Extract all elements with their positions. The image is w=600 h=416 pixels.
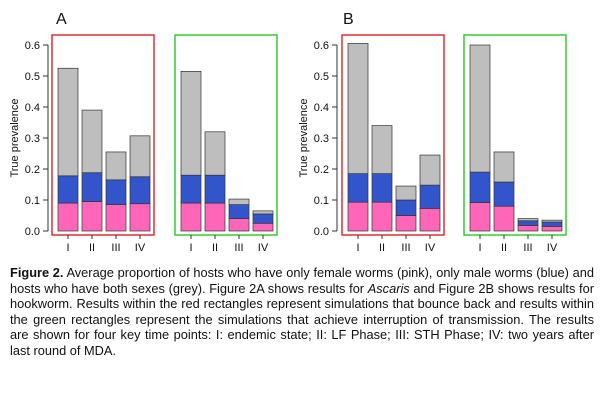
panel-a-bar-female-ii: [204, 202, 226, 232]
panel-b-label: B: [343, 11, 354, 28]
panel-b-bar-male-iii: [517, 220, 539, 226]
panel-b-bar-both-i: [469, 44, 491, 173]
panel-b-bar-male-i: [469, 171, 491, 203]
panel-a-y-tick-label: 0.5: [25, 71, 40, 83]
panel-a-x-tick-label: I: [66, 242, 69, 254]
panel-a-bar-male-i: [57, 175, 79, 204]
panel-b-ylabel: True prevalence: [298, 98, 310, 177]
panel-a-label: A: [56, 11, 67, 28]
panel-a-bar-both-ii: [81, 109, 103, 174]
panel-a-y-tick-label: 0.1: [25, 195, 40, 207]
panel-a-bar-male-iii: [228, 204, 250, 219]
panel-a-bar-female-iv: [252, 222, 274, 232]
panel-b-y-tick-label: 0.5: [314, 71, 329, 83]
panel-b-bar-both-ii: [371, 125, 393, 174]
panel-b-bar-both-iv: [419, 154, 441, 186]
panel-a-x-tick-label: III: [111, 242, 120, 254]
panel-a-x-tick-label: I: [189, 242, 192, 254]
panel-b-bar-male-iv: [419, 184, 441, 209]
panel-a-bar-both-i: [180, 70, 202, 176]
panel-b-bar-both-iv: [541, 219, 563, 223]
caption-text-1: Average proportion of hosts who have onl…: [10, 265, 594, 296]
panel-b-bar-female-i: [347, 201, 369, 232]
panel-a-y-tick-label: 0.0: [25, 226, 40, 238]
panel-b-y-tick-label: 0.4: [314, 102, 329, 114]
figure-caption: Figure 2. Average proportion of hosts wh…: [10, 265, 594, 359]
panel-b-y-tick-label: 0.0: [314, 226, 329, 238]
panel-b-bar-male-i: [347, 173, 369, 203]
panel-a-y-tick-label: 0.6: [25, 40, 40, 52]
panel-a-bar-female-ii: [81, 201, 103, 232]
panel-b-bar-male-iv: [541, 221, 563, 227]
panel-b-bar-both-i: [347, 43, 369, 174]
panel-b-x-tick-label: I: [478, 242, 481, 254]
panel-a-bar-male-ii: [204, 174, 226, 204]
panel-b-bar-male-ii: [371, 173, 393, 203]
panel-b-bar-female-ii: [371, 201, 393, 232]
panel-a-bar-male-ii: [81, 172, 103, 202]
panel-b-bar-both-iii: [395, 185, 417, 201]
panel-a-x-tick-label: II: [212, 242, 218, 254]
panel-a-bar-male-iii: [105, 179, 127, 206]
caption-italic: Ascaris: [367, 280, 410, 296]
panel-b-bar-male-iii: [395, 199, 417, 216]
panel-a-bar-male-i: [180, 174, 202, 204]
panel-b-y-tick-label: 0.2: [314, 164, 329, 176]
panel-a-y-tick-label: 0.3: [25, 133, 40, 145]
panel-b-bar-female-i: [469, 202, 491, 232]
panel-a-x-tick-label: IV: [135, 242, 146, 254]
panel-a-bar-both-iv: [252, 210, 274, 215]
panel-b-bar-female-iii: [395, 215, 417, 232]
panel-a-bar-female-i: [57, 202, 79, 232]
panel-a-bar-both-iv: [129, 135, 151, 178]
panel-a-bar-male-iv: [129, 176, 151, 205]
panel-b-x-tick-label: II: [501, 242, 507, 254]
panel-b-x-tick-label: IV: [547, 242, 558, 254]
panel-a-y-tick-label: 0.4: [25, 102, 40, 114]
panel-b-bar-female-iii: [517, 225, 539, 232]
panel-a-y-tick-label: 0.2: [25, 164, 40, 176]
caption-label: Figure 2.: [10, 265, 64, 280]
caption-text-2: and Figure 2B shows results for hookworm…: [10, 280, 594, 358]
panel-b-bar-both-iii: [517, 218, 539, 222]
panel-a-interruption-box: [174, 34, 278, 236]
panel-a-bar-both-iii: [228, 198, 250, 206]
panel-a-x-tick-label: IV: [258, 242, 269, 254]
panel-a-bar-male-iv: [252, 213, 274, 224]
panel-b-x-tick-label: IV: [425, 242, 436, 254]
panel-b-y-tick-label: 0.3: [314, 133, 329, 145]
panel-a-bar-female-iv: [129, 203, 151, 232]
panel-b-x-tick-label: III: [401, 242, 410, 254]
panel-b-bar-female-iv: [419, 208, 441, 232]
panel-a-x-tick-label: III: [234, 242, 243, 254]
panel-b-bar-both-ii: [493, 151, 515, 183]
panel-a-x-tick-label: II: [89, 242, 95, 254]
panel-b-bar-male-ii: [493, 181, 515, 207]
panel-a-bar-female-iii: [228, 218, 250, 232]
panel-b-bounce-back-box: [341, 34, 445, 236]
panel-a-bounce-back-box: [51, 34, 155, 236]
panel-a-bar-both-ii: [204, 131, 226, 176]
panel-b-x-tick-label: III: [523, 242, 532, 254]
panel-a-bar-both-iii: [105, 151, 127, 181]
panel-a-bar-female-i: [180, 202, 202, 232]
panel-b-x-tick-label: II: [379, 242, 385, 254]
panel-b-interruption-box: [463, 34, 567, 236]
panel-b-y-tick-label: 0.1: [314, 195, 329, 207]
panel-a-ylabel: True prevalence: [9, 98, 21, 177]
panel-b-bar-female-ii: [493, 205, 515, 232]
panel-b-x-tick-label: I: [356, 242, 359, 254]
panel-a-bar-both-i: [57, 67, 79, 177]
panel-b-bar-female-iv: [541, 226, 563, 232]
panel-b-y-tick-label: 0.6: [314, 40, 329, 52]
panel-a-bar-female-iii: [105, 204, 127, 232]
